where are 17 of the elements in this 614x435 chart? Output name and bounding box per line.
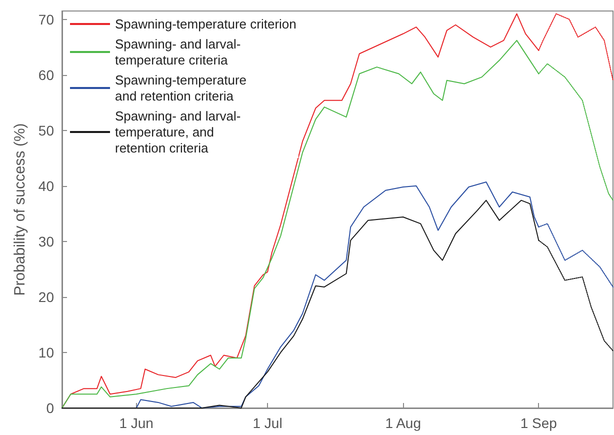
legend-label: Spawning- and larval- temperature criteria bbox=[115, 36, 241, 68]
x-tick-label: 1 Jun bbox=[119, 415, 154, 431]
y-tick-label: 0 bbox=[46, 400, 54, 416]
x-tick-label: 1 Sep bbox=[520, 415, 558, 431]
y-tick-label: 40 bbox=[38, 178, 54, 194]
y-tick-label: 70 bbox=[38, 11, 54, 28]
y-tick-label: 50 bbox=[38, 122, 54, 138]
legend-label: Spawning-temperature criterion bbox=[115, 16, 296, 32]
y-tick-label: 30 bbox=[38, 233, 54, 250]
y-tick-label: 60 bbox=[38, 66, 54, 83]
y-axis-title: Probability of success (%) bbox=[12, 123, 29, 296]
legend-label: Spawning-temperature and retention criteria bbox=[115, 72, 247, 104]
y-tick-label: 10 bbox=[38, 344, 54, 360]
x-tick-label: 1 Aug bbox=[385, 415, 422, 431]
y-tick-label: 20 bbox=[38, 288, 54, 305]
legend-label: Spawning- and larval- temperature, and retention criteria bbox=[115, 108, 241, 156]
x-tick-label: 1 Jul bbox=[252, 415, 282, 431]
